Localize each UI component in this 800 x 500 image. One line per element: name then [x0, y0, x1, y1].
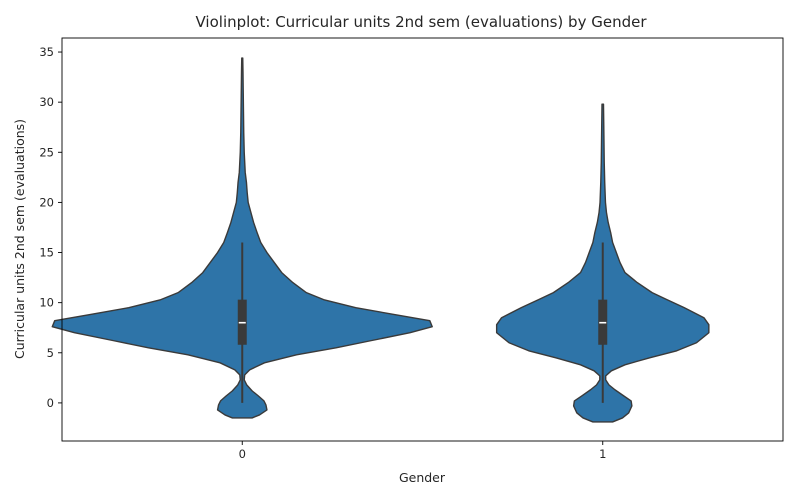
y-tick-label: 30 — [39, 95, 54, 109]
y-tick-label: 20 — [39, 195, 54, 209]
x-axis-label: Gender — [399, 470, 446, 485]
plot-area — [51, 57, 710, 423]
x-tick-label: 1 — [599, 447, 606, 461]
y-tick-label: 10 — [39, 296, 54, 310]
y-tick-label: 25 — [39, 145, 54, 159]
y-axis-label: Curricular units 2nd sem (evaluations) — [12, 119, 27, 359]
y-tick-label: 5 — [47, 346, 54, 360]
x-tick-label: 0 — [239, 447, 246, 461]
plot-frame — [61, 37, 784, 442]
chart-title: Violinplot: Curricular units 2nd sem (ev… — [196, 13, 648, 31]
y-axis: 0 5 10 15 20 25 30 35 — [39, 45, 62, 410]
y-tick-label: 0 — [47, 396, 54, 410]
y-tick-label: 15 — [39, 246, 54, 260]
y-tick-label: 35 — [39, 45, 54, 59]
violin-body-0 — [51, 57, 433, 419]
